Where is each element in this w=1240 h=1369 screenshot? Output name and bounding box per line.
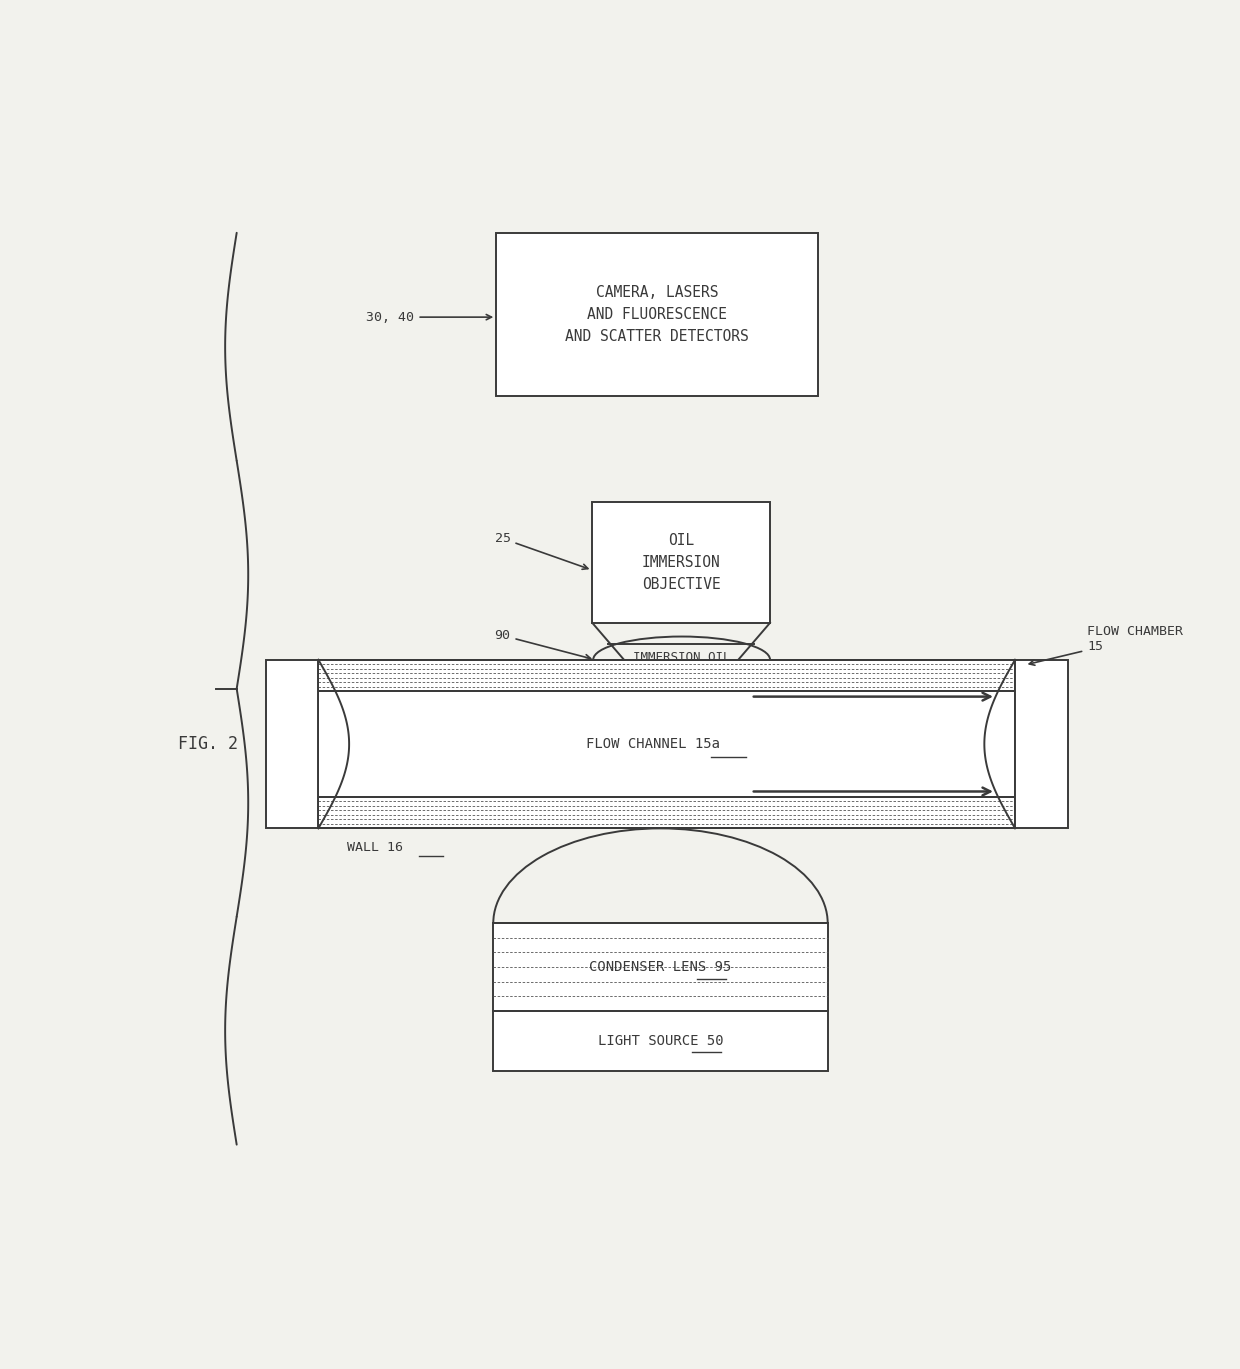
Text: FLOW CHAMBER
15: FLOW CHAMBER 15 <box>1029 624 1183 665</box>
Bar <box>319 660 1016 828</box>
Bar <box>265 660 319 828</box>
Text: IMMERSION OIL: IMMERSION OIL <box>632 650 730 664</box>
Text: 90: 90 <box>495 628 590 660</box>
Text: 25: 25 <box>495 533 588 570</box>
Bar <box>593 501 770 623</box>
Bar <box>494 923 828 1071</box>
Text: CAMERA, LASERS
AND FLUORESCENCE
AND SCATTER DETECTORS: CAMERA, LASERS AND FLUORESCENCE AND SCAT… <box>565 285 749 344</box>
Text: LIGHT SOURCE 50: LIGHT SOURCE 50 <box>598 1034 723 1047</box>
Text: 30, 40: 30, 40 <box>367 311 491 323</box>
Text: OIL
IMMERSION
OBJECTIVE: OIL IMMERSION OBJECTIVE <box>642 533 720 591</box>
Bar <box>496 233 818 396</box>
Text: WALL 16: WALL 16 <box>347 841 403 854</box>
Text: CONDENSER LENS 95: CONDENSER LENS 95 <box>589 960 732 973</box>
Bar <box>1016 660 1068 828</box>
Text: FIG. 2: FIG. 2 <box>177 735 238 753</box>
Text: FLOW CHANNEL 15a: FLOW CHANNEL 15a <box>585 737 719 752</box>
